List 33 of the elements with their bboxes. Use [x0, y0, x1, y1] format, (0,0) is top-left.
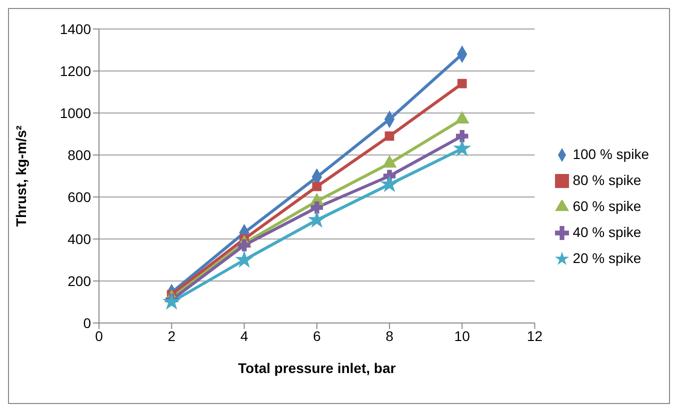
x-axis-title: Total pressure inlet, bar [238, 360, 396, 376]
y-tick-label: 800 [68, 146, 92, 163]
x-tick-label: 0 [95, 328, 104, 344]
point [308, 212, 325, 227]
legend-label: 100 % spike [572, 146, 649, 162]
y-tick-label: 1000 [60, 104, 92, 121]
point [454, 140, 470, 156]
y-tick-label: 400 [68, 230, 92, 247]
x-tick-label: 2 [168, 328, 176, 344]
legend-label: 40 % spike [572, 224, 642, 240]
point [382, 156, 396, 168]
y-tick-label: 1400 [60, 20, 92, 37]
y-tick-label: 0 [83, 314, 92, 331]
y-tick-label: 200 [68, 272, 92, 289]
point [381, 176, 398, 192]
point [238, 239, 250, 252]
point [384, 131, 394, 141]
x-tick-label: 12 [526, 328, 543, 344]
x-tick-label: 6 [312, 328, 321, 344]
y-axis-title: Thrust, kg-m/s² [12, 125, 29, 227]
x-tick-label: 10 [454, 328, 470, 344]
legend-label: 80 % spike [572, 172, 642, 188]
point [457, 78, 467, 88]
x-tick-label: 8 [386, 328, 394, 344]
point [310, 201, 323, 214]
legend-label: 60 % spike [572, 198, 642, 214]
y-tick-label: 1200 [60, 62, 92, 79]
y-tick-label: 600 [68, 188, 92, 205]
x-tick-label: 4 [240, 328, 248, 344]
point [456, 130, 468, 142]
point [312, 182, 322, 192]
point [236, 252, 252, 267]
legend-label: 20 % spike [572, 250, 642, 266]
